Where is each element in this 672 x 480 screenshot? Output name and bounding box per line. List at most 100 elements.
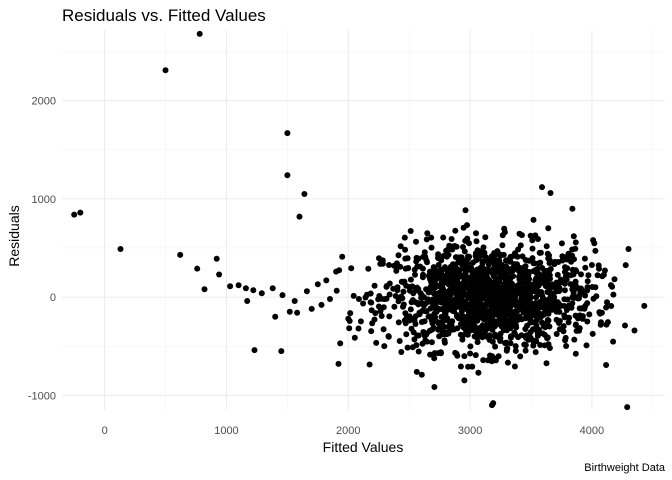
data-point [402, 310, 409, 317]
data-point [401, 234, 408, 241]
data-point [483, 288, 490, 295]
data-point [383, 295, 390, 302]
data-point [563, 307, 570, 313]
data-point [386, 313, 393, 320]
data-point [391, 303, 398, 310]
data-point [480, 244, 487, 251]
data-point [512, 322, 519, 329]
chart-title: Residuals vs. Fitted Values [62, 6, 266, 25]
data-point [162, 67, 169, 74]
data-point [443, 317, 450, 324]
data-point [473, 238, 480, 245]
data-point [590, 237, 597, 244]
data-point [402, 246, 409, 253]
data-point [177, 251, 184, 258]
data-point [581, 255, 588, 262]
data-point [460, 244, 466, 250]
data-point [461, 258, 468, 264]
data-point [567, 281, 574, 288]
data-point [419, 340, 426, 347]
data-point [393, 267, 400, 274]
data-point [484, 357, 491, 364]
data-point [453, 243, 460, 250]
data-point [461, 273, 468, 280]
data-point [565, 319, 572, 326]
data-point [350, 292, 357, 299]
data-point [478, 302, 485, 309]
data-point [403, 282, 410, 289]
data-point [563, 343, 570, 349]
data-point [594, 272, 601, 279]
data-point [418, 292, 425, 299]
data-point [486, 333, 493, 340]
data-point [395, 319, 402, 326]
data-point [507, 334, 514, 341]
data-point [463, 265, 470, 272]
data-point [428, 339, 435, 346]
data-point [77, 209, 84, 216]
data-point [376, 255, 382, 262]
data-point [572, 278, 579, 285]
data-point [481, 313, 488, 319]
y-axis-title: Residuals [6, 205, 22, 266]
data-point [540, 323, 547, 330]
data-point [481, 267, 488, 274]
data-point [572, 350, 579, 357]
data-point [589, 330, 596, 337]
data-point [558, 240, 565, 247]
data-point [355, 296, 362, 302]
data-point [345, 315, 352, 322]
data-point [365, 265, 372, 272]
data-point [308, 305, 315, 312]
data-point [473, 326, 480, 333]
y-tick-label: -1000 [28, 390, 56, 402]
data-point [501, 225, 508, 232]
data-point [603, 304, 610, 311]
data-point [486, 311, 493, 318]
data-point [544, 317, 551, 323]
data-point [531, 260, 538, 267]
data-point [486, 268, 493, 275]
data-point [440, 234, 447, 241]
data-point [586, 311, 593, 318]
data-point [539, 184, 545, 191]
data-point [462, 207, 469, 214]
data-point [522, 326, 529, 332]
data-point [517, 353, 524, 360]
data-point [479, 260, 486, 267]
data-point [582, 292, 589, 299]
data-point [535, 279, 542, 286]
data-point [407, 276, 414, 283]
data-point [428, 234, 435, 241]
data-point [362, 294, 369, 301]
data-point [415, 332, 422, 339]
data-point [610, 338, 617, 345]
data-point [244, 298, 251, 304]
x-tick-label: 4000 [580, 425, 604, 437]
data-point [478, 293, 485, 300]
data-point [448, 236, 455, 242]
data-point [446, 275, 453, 282]
data-point [571, 336, 578, 343]
data-point [418, 371, 425, 378]
data-point [380, 326, 387, 333]
data-point [457, 363, 464, 370]
data-point [527, 286, 534, 293]
data-point [457, 313, 464, 320]
data-point [509, 309, 516, 316]
data-point [117, 246, 124, 252]
data-point [551, 261, 558, 268]
data-point [251, 347, 258, 354]
data-point [467, 313, 474, 320]
y-tick-label: 0 [50, 292, 56, 304]
data-point [441, 297, 448, 304]
data-point [529, 255, 536, 262]
data-point [543, 360, 550, 367]
data-point [419, 265, 426, 272]
data-point [512, 302, 519, 309]
data-point [407, 306, 414, 313]
data-point [431, 384, 438, 390]
data-point [525, 299, 532, 306]
data-point [600, 271, 607, 278]
data-point [532, 349, 539, 356]
